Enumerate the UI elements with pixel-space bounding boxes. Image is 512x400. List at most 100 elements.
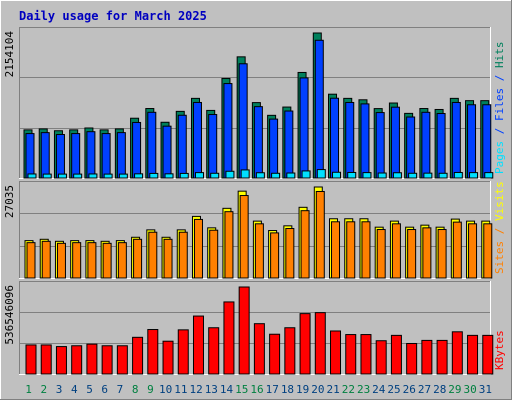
panel1-legend-part: Hits — [493, 42, 506, 69]
pages-bar — [347, 171, 357, 179]
files-bar — [40, 132, 50, 179]
kbytes-bar — [360, 334, 372, 375]
sites-bar — [56, 242, 66, 279]
files-bar — [71, 133, 81, 179]
pages-bar — [271, 172, 281, 179]
sites-bar — [452, 221, 462, 279]
day-tick-label: 9 — [147, 383, 154, 396]
kbytes-bar — [71, 345, 83, 375]
files-bar — [177, 114, 187, 179]
sites-bar — [331, 221, 341, 279]
files-bar — [253, 106, 263, 179]
sites-bar — [422, 227, 432, 279]
day-tick-label: 26 — [403, 383, 416, 396]
sites-bar — [315, 190, 325, 279]
pages-bar — [42, 173, 52, 179]
files-bar — [330, 97, 340, 179]
files-bar — [345, 101, 355, 179]
day-tick-label: 25 — [387, 383, 400, 396]
day-tick-label: 15 — [235, 383, 248, 396]
kbytes-bar — [132, 336, 144, 375]
panel1-ymax-label: 2154104 — [3, 31, 16, 78]
kbytes-bar — [330, 330, 342, 375]
pages-bar — [392, 172, 402, 179]
day-tick-label: 20 — [311, 383, 324, 396]
chart-title: Daily usage for March 2025 — [19, 9, 207, 23]
pages-bar — [179, 172, 189, 179]
hits-files-pages-panel: 2154104 Pages / Files / Hits — [3, 27, 506, 179]
panel2-series-legend: Sites / Visits — [493, 181, 506, 274]
kbytes-bar — [101, 345, 113, 375]
kbytes-bar — [436, 339, 448, 375]
files-bar — [375, 112, 385, 179]
panel2-legend-part: Visits — [493, 181, 506, 221]
files-bar — [482, 104, 492, 179]
kbytes-bar — [40, 344, 52, 375]
day-tick-label: 21 — [327, 383, 340, 396]
files-bar — [116, 132, 126, 179]
kbytes-bar — [421, 339, 433, 375]
sites-bar — [300, 210, 310, 279]
day-tick-label: 5 — [86, 383, 93, 396]
day-tick-label: 16 — [250, 383, 263, 396]
kbytes-bar — [314, 312, 326, 375]
kbytes-bar — [208, 327, 220, 375]
kbytes-bar — [223, 301, 235, 375]
kbytes-bar — [147, 329, 159, 375]
sites-bar — [72, 242, 82, 279]
files-bar — [269, 118, 279, 179]
day-tick-label: 10 — [159, 383, 172, 396]
pages-bar — [149, 172, 159, 179]
sites-bar — [346, 221, 356, 279]
panel2-legend-part: / — [493, 221, 506, 241]
pages-bar — [27, 173, 37, 179]
pages-bar — [377, 172, 387, 179]
pages-bar — [103, 173, 113, 179]
files-bar — [223, 83, 233, 179]
panel3-series-legend: KBytes — [493, 330, 506, 370]
files-bar — [86, 131, 96, 179]
files-bar — [147, 111, 157, 179]
pages-bar — [57, 173, 67, 179]
sites-visits-panel: 27035 Sites / Visits — [3, 181, 506, 279]
panel1-legend-part: / — [493, 121, 506, 141]
pages-bar — [423, 172, 433, 179]
panel2-ymax-label: 27035 — [3, 185, 16, 218]
kbytes-bar — [482, 334, 494, 375]
day-tick-label: 4 — [71, 383, 78, 396]
files-bar — [314, 39, 324, 179]
files-bar — [25, 133, 35, 179]
pages-bar — [438, 172, 448, 179]
pages-bar — [362, 172, 372, 179]
kbytes-bar — [55, 346, 67, 375]
pages-bar — [332, 171, 342, 179]
sites-bar — [148, 231, 158, 279]
sites-bar — [437, 229, 447, 279]
day-axis: 1 2 3 4 5 6 7 8 9 10 11 12 13 14 15 16 17 18 19 20 21 22 23 24 2… — [25, 383, 492, 396]
files-bar — [299, 77, 309, 179]
sites-bar — [483, 223, 493, 279]
day-tick-label: 28 — [433, 383, 446, 396]
files-bar — [55, 134, 65, 179]
sites-bar — [376, 229, 386, 279]
files-bar — [132, 121, 142, 179]
files-bar — [360, 103, 370, 179]
pages-bar — [484, 172, 494, 179]
kbytes-bar — [116, 345, 128, 375]
kbytes-bar — [162, 340, 174, 375]
day-tick-label: 19 — [296, 383, 309, 396]
pages-bar — [88, 173, 98, 179]
day-tick-label: 31 — [479, 383, 492, 396]
day-tick-label: 23 — [357, 383, 370, 396]
sites-bar — [87, 242, 97, 279]
day-tick-label: 1 — [25, 383, 32, 396]
kbytes-bar — [192, 315, 204, 375]
kbytes-bar — [406, 342, 418, 375]
kbytes-bar — [299, 313, 311, 375]
pages-bar — [73, 173, 83, 179]
day-tick-label: 2 — [41, 383, 48, 396]
day-tick-label: 27 — [418, 383, 431, 396]
day-tick-label: 14 — [220, 383, 234, 396]
pages-bar — [286, 172, 296, 179]
day-tick-label: 24 — [372, 383, 386, 396]
